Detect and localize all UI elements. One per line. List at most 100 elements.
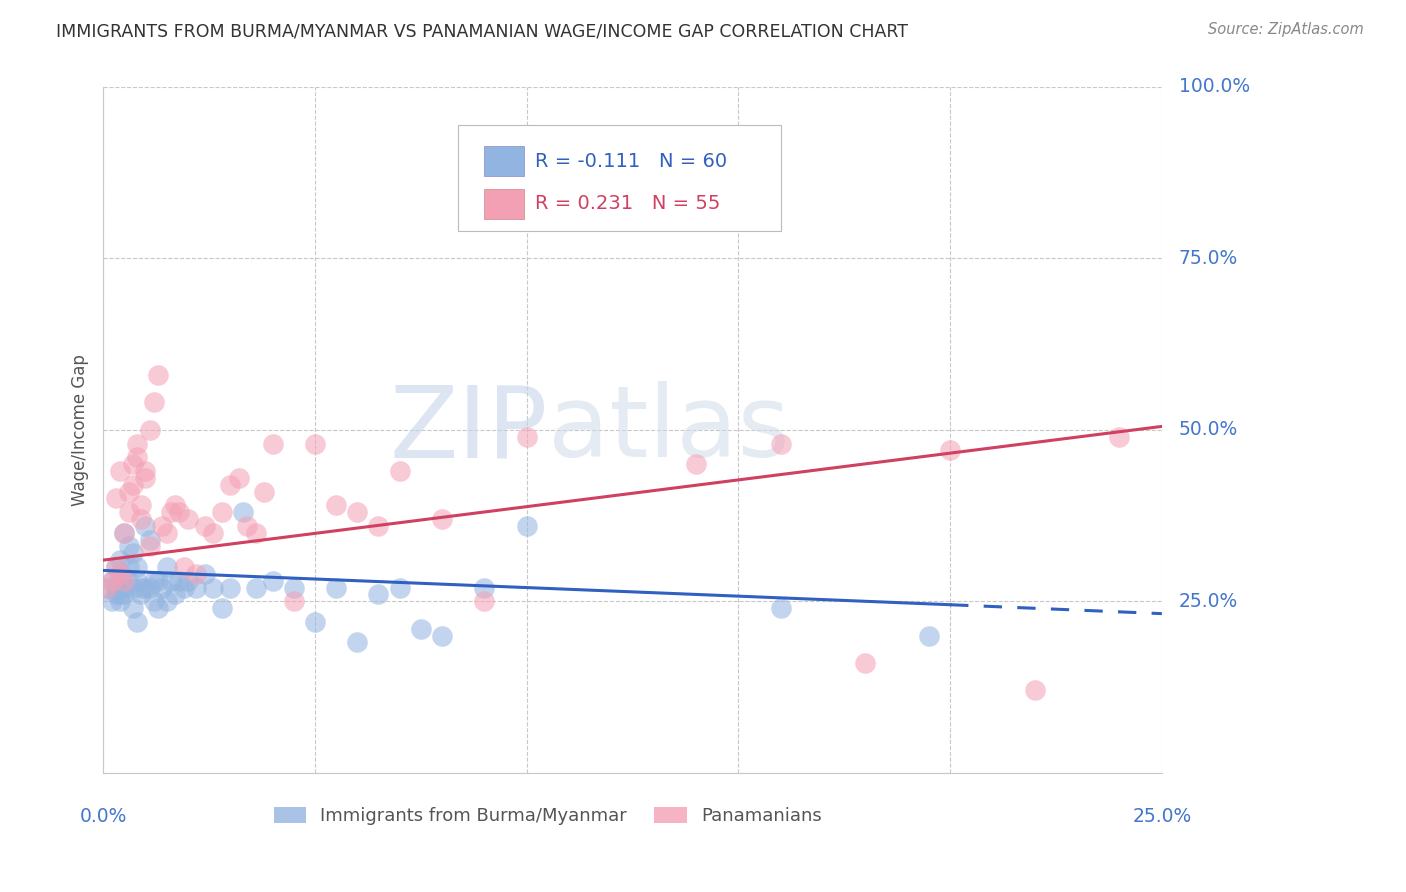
Point (173, 581, 195, 595)
Point (367, 519, 389, 533)
Point (117, 484, 139, 499)
Point (194, 566, 217, 581)
Point (173, 560, 195, 574)
Point (96, 581, 118, 595)
Point (108, 464, 131, 478)
Point (100, 594, 122, 608)
Point (472, 594, 495, 608)
Point (112, 581, 135, 595)
Point (325, 581, 347, 595)
Text: R = 0.231   N = 55: R = 0.231 N = 55 (536, 194, 720, 213)
Point (165, 498, 187, 512)
Point (100, 574, 122, 588)
Point (108, 594, 131, 608)
Point (134, 519, 156, 533)
Point (169, 505, 191, 519)
Text: ZIP: ZIP (389, 382, 548, 478)
Point (939, 443, 962, 458)
Point (134, 471, 156, 485)
Point (152, 581, 174, 595)
Point (283, 581, 305, 595)
Point (202, 525, 225, 540)
Point (367, 587, 389, 601)
Point (253, 484, 276, 499)
Text: 50.0%: 50.0% (1178, 420, 1239, 440)
Point (100, 574, 122, 588)
Point (121, 477, 143, 491)
Point (117, 574, 139, 588)
Point (148, 368, 170, 382)
Point (219, 477, 242, 491)
Point (104, 587, 127, 601)
Point (202, 581, 225, 595)
Point (304, 436, 326, 450)
Text: IMMIGRANTS FROM BURMA/MYANMAR VS PANAMANIAN WAGE/INCOME GAP CORRELATION CHART: IMMIGRANTS FROM BURMA/MYANMAR VS PANAMAN… (56, 22, 908, 40)
Point (148, 601, 170, 615)
Point (108, 587, 131, 601)
Point (156, 594, 179, 608)
Point (129, 512, 152, 526)
Point (304, 615, 326, 629)
Point (125, 436, 148, 450)
Point (108, 553, 131, 567)
Point (228, 471, 250, 485)
Point (138, 581, 160, 595)
Point (1024, 683, 1046, 698)
Point (325, 498, 347, 512)
Point (138, 533, 160, 547)
Point (918, 629, 941, 643)
Point (236, 519, 259, 533)
Text: 0.0%: 0.0% (80, 807, 127, 826)
Point (125, 615, 148, 629)
Bar (484, 188, 524, 219)
Point (685, 457, 707, 471)
Point (165, 587, 187, 601)
Point (156, 560, 179, 574)
Point (177, 512, 200, 526)
Point (104, 491, 127, 506)
Point (1108, 430, 1130, 444)
Point (142, 395, 165, 409)
Point (125, 574, 148, 588)
Point (346, 635, 368, 649)
Point (138, 540, 160, 554)
Point (148, 574, 170, 588)
Point (160, 574, 183, 588)
Point (112, 525, 135, 540)
Point (129, 498, 152, 512)
Point (129, 587, 152, 601)
Point (112, 587, 135, 601)
Point (262, 436, 284, 450)
Point (232, 505, 254, 519)
Point (134, 464, 156, 478)
Point (430, 512, 453, 526)
Point (855, 656, 877, 670)
Point (219, 581, 242, 595)
Point (388, 464, 411, 478)
Point (769, 601, 792, 615)
Point (160, 505, 183, 519)
Point (409, 622, 432, 636)
Point (186, 581, 208, 595)
Point (108, 566, 131, 581)
Point (117, 560, 139, 574)
Text: R = -0.111   N = 60: R = -0.111 N = 60 (536, 152, 727, 170)
Point (262, 574, 284, 588)
Point (104, 581, 127, 595)
Point (96, 581, 118, 595)
Point (169, 574, 191, 588)
Point (121, 457, 143, 471)
Point (104, 560, 127, 574)
Point (388, 581, 411, 595)
Text: atlas: atlas (548, 382, 789, 478)
Point (142, 594, 165, 608)
Point (121, 601, 143, 615)
Point (156, 525, 179, 540)
Point (177, 574, 200, 588)
Point (516, 430, 538, 444)
Point (112, 574, 135, 588)
Y-axis label: Wage/Income Gap: Wage/Income Gap (72, 354, 89, 506)
Point (600, 196, 623, 211)
Point (134, 581, 156, 595)
FancyBboxPatch shape (458, 125, 780, 231)
